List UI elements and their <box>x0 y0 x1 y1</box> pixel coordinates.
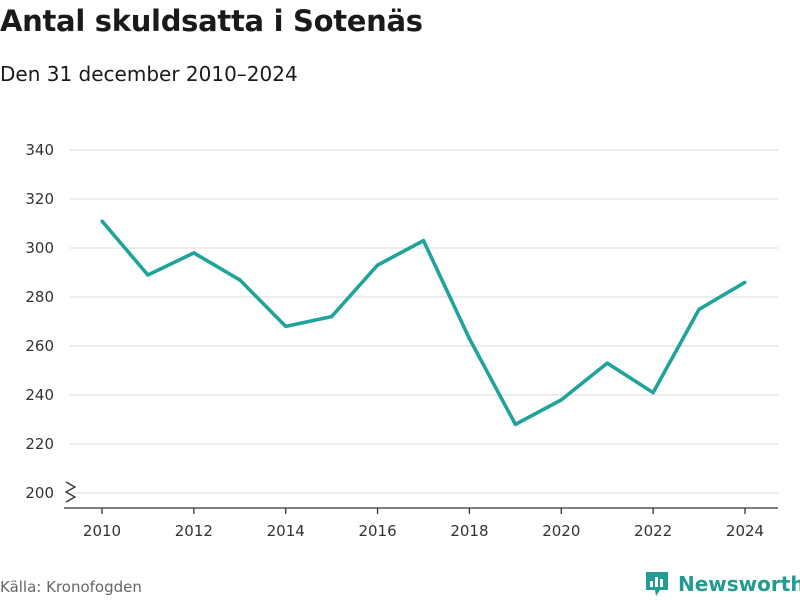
x-tick-label: 2018 <box>450 522 488 540</box>
x-tick-label: 2024 <box>726 522 764 540</box>
y-tick-label: 340 <box>25 141 54 159</box>
data-point <box>192 251 196 255</box>
brand-logo[interactable]: Newsworthy <box>644 570 800 598</box>
x-tick-label: 2010 <box>83 522 121 540</box>
data-point <box>100 219 104 223</box>
y-tick-label: 300 <box>25 239 54 257</box>
axes: 200 220 240 260 280 300 320 340 2010 2012 2014 2016… <box>25 141 778 540</box>
y-tick-label: 220 <box>25 435 54 453</box>
chart-bubble-icon <box>646 572 668 596</box>
x-tick-label: 2022 <box>634 522 672 540</box>
chart-subtitle: Den 31 december 2010–2024 <box>0 62 298 86</box>
y-tick-label: 260 <box>25 337 54 355</box>
x-tick-label: 2014 <box>267 522 305 540</box>
data-point <box>467 337 472 341</box>
data-point <box>605 361 609 365</box>
data-point <box>651 390 655 395</box>
data-point <box>513 422 517 426</box>
data-point <box>330 315 334 319</box>
data-point <box>559 398 563 402</box>
x-tick-label: 2020 <box>542 522 580 540</box>
series-layer <box>100 219 747 427</box>
source-note: Källa: Kronofogden <box>0 578 142 596</box>
data-point <box>284 324 288 328</box>
brand-name: Newsworthy <box>678 572 800 596</box>
line-chart: 200 220 240 260 280 300 320 340 2010 2012 2014 2016… <box>25 141 778 540</box>
y-tick-label: 280 <box>25 288 54 306</box>
data-point <box>697 307 701 311</box>
gridlines <box>70 149 778 494</box>
x-tick-label: 2016 <box>358 522 396 540</box>
data-point <box>375 263 380 267</box>
x-tick-label: 2012 <box>175 522 213 540</box>
data-point <box>146 273 150 277</box>
data-point <box>421 239 426 243</box>
axis-break-marker <box>64 481 77 503</box>
y-tick-label: 240 <box>25 386 54 404</box>
series-line <box>100 219 746 427</box>
chart-title: Antal skuldsatta i Sotenäs <box>0 4 423 38</box>
data-point <box>238 278 242 282</box>
y-tick-label: 320 <box>25 190 54 208</box>
data-point <box>743 280 747 284</box>
y-tick-label: 200 <box>25 484 54 502</box>
